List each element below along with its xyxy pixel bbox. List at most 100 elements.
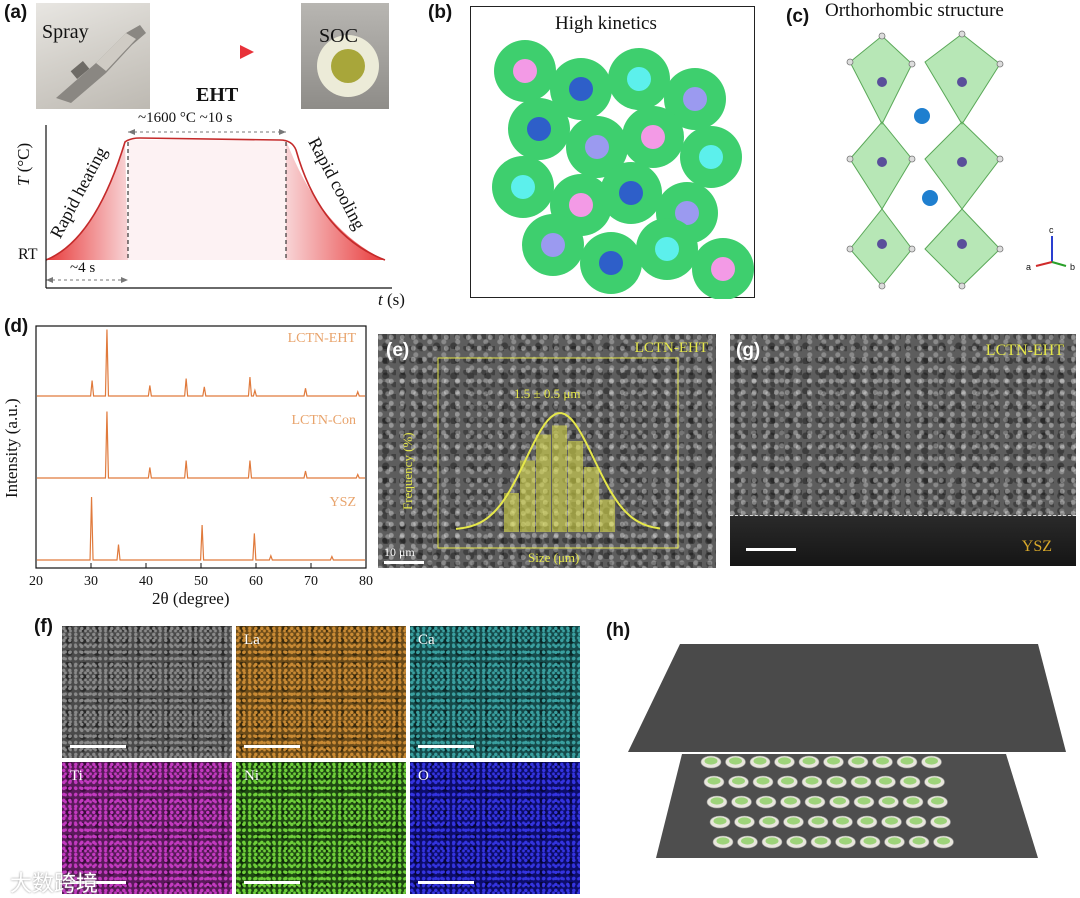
cell-cathode — [790, 837, 803, 845]
cell-cathode — [716, 837, 730, 845]
cell-cathode — [787, 817, 800, 825]
xrd-x-tick-label: 70 — [304, 574, 318, 589]
cell-cathode — [704, 757, 718, 765]
heating-region — [46, 140, 128, 260]
hist-bar — [504, 493, 519, 532]
eds-map-ti: Ti — [62, 762, 232, 894]
panel-g-label: (g) — [736, 340, 761, 361]
a-x-axis-label: t (s) — [378, 290, 405, 309]
hist-bar — [568, 441, 583, 532]
sem-g-bottom-label: YSZ — [1021, 538, 1052, 555]
cooling-region — [286, 140, 385, 260]
hist-ylabel: Frequency (%) — [400, 432, 415, 510]
eds-map-scalebar — [244, 881, 300, 884]
cell-cathode — [912, 837, 926, 845]
cell-cathode — [863, 837, 877, 845]
panel-f-label: (f) — [34, 616, 53, 637]
a-y-axis-label: T (°C) — [14, 142, 33, 186]
temperature-curve — [45, 137, 386, 261]
cell-cathode — [879, 777, 892, 785]
cell-cathode — [802, 757, 816, 765]
cell-cathode — [833, 797, 846, 805]
cell-cathode — [778, 757, 791, 765]
cell-cathode — [928, 777, 941, 785]
process-arrow-icon — [185, 45, 254, 59]
cell-cathode — [885, 817, 898, 825]
cell-cathode — [909, 817, 923, 825]
xrd-xlabel: 2θ (degree) — [152, 589, 230, 608]
cell-cathode — [851, 757, 865, 765]
eds-map-label: Ni — [244, 768, 259, 784]
spray-label: Spray — [42, 21, 89, 43]
eds-map-grid: La Ca Ti Ni O — [62, 626, 580, 896]
axis-c-label: c — [1049, 225, 1054, 235]
particle-core — [683, 87, 707, 111]
cell-cathode — [836, 817, 849, 825]
cell-cathode — [741, 837, 754, 845]
hist-ylabel-wrap: Frequency (%) — [400, 390, 420, 510]
particle-core — [699, 145, 723, 169]
eht-label: EHT — [196, 84, 239, 106]
particle-core — [711, 257, 735, 281]
cell-cathode — [857, 797, 871, 805]
crystal-structure-drawing — [846, 30, 1067, 290]
hist-bar — [520, 460, 535, 532]
particle-core — [569, 193, 593, 217]
xrd-series-label: LCTN-Con — [291, 413, 356, 428]
eds-map-scalebar — [418, 881, 474, 884]
xrd-x-tick-label: 30 — [84, 574, 98, 589]
sem-e-sample-label: LCTN-EHT — [634, 340, 708, 356]
xrd-frame — [35, 325, 367, 569]
hist-bar — [536, 434, 551, 532]
cell-cathode — [732, 777, 745, 785]
hist-bar — [584, 467, 599, 532]
ysz-layer — [730, 516, 1076, 566]
top-plate — [628, 644, 1066, 752]
size-histogram: 302010 — [437, 357, 679, 549]
cell-cathode — [876, 757, 889, 765]
xrd-series-label: LCTN-EHT — [288, 331, 357, 346]
xrd-ylabel-wrap: Intensity (a.u.) — [0, 398, 21, 498]
eds-map-label: La — [244, 632, 260, 648]
cell-cathode — [811, 817, 825, 825]
xrd-ylabel: Intensity (a.u.) — [2, 398, 21, 498]
axis-b-label: b — [1070, 262, 1076, 272]
cell-cathode — [931, 797, 944, 805]
cell-cathode — [707, 777, 721, 785]
hist-fit-curve — [455, 412, 661, 530]
particle-core — [599, 251, 623, 275]
panel-d-label: (d) — [4, 316, 29, 337]
cell-cathode — [729, 757, 742, 765]
cell-cathode — [900, 757, 914, 765]
panel-a-label: (a) — [4, 2, 28, 23]
cell-cathode — [860, 817, 874, 825]
temp-time-label: ~1600 °C ~10 s — [138, 110, 233, 126]
xrd-x-tick-label: 20 — [29, 574, 43, 589]
particle-core — [675, 201, 699, 225]
sem-g-scalebar — [746, 548, 796, 551]
particle-core — [585, 135, 609, 159]
cell-cathode — [830, 777, 843, 785]
dwell-region — [128, 140, 286, 260]
xrd-series-label: YSZ — [330, 495, 356, 510]
cell-cathode — [854, 777, 868, 785]
xrd-series-line — [37, 329, 365, 397]
xrd-series-line — [37, 496, 365, 561]
cell-cathode — [814, 837, 828, 845]
cell-cathode — [756, 777, 770, 785]
cell-cathode — [753, 757, 767, 765]
heat-time-label: ~4 s — [70, 260, 96, 276]
particle-core — [527, 117, 551, 141]
hist-xlabel: Size (μm) — [528, 550, 580, 565]
eds-map-o: O — [410, 762, 580, 894]
sem-image-g: LCTN-EHT YSZ — [730, 334, 1076, 566]
eds-map-scalebar — [244, 745, 300, 748]
eds-map-ca: Ca — [410, 626, 580, 758]
panel-c-label: (c) — [786, 6, 810, 27]
eds-map-la: La — [236, 626, 406, 758]
xrd-series-line — [37, 411, 365, 479]
cell-cathode — [784, 797, 797, 805]
cell-cathode — [762, 817, 776, 825]
rt-label: RT — [18, 246, 38, 263]
structure-title: Orthorhombic structure — [825, 0, 1004, 21]
